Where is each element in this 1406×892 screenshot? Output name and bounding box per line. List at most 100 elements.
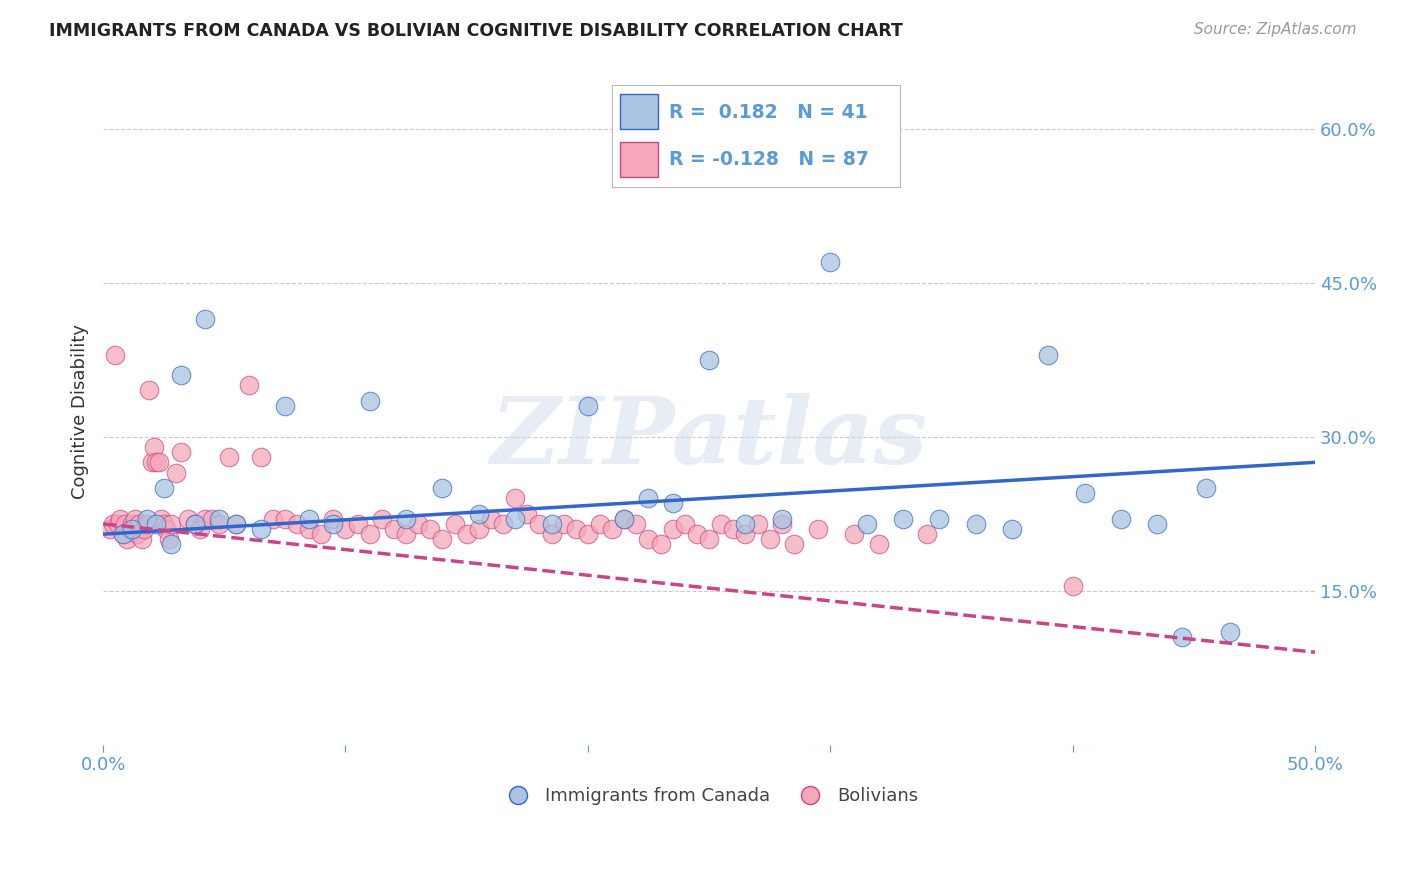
Point — [117, 533, 139, 547]
Point — [225, 516, 247, 531]
Point — [503, 512, 526, 526]
Point — [108, 512, 131, 526]
Point — [111, 527, 134, 541]
Point — [576, 527, 599, 541]
Point — [855, 516, 877, 531]
Point — [637, 491, 659, 506]
Point — [145, 455, 167, 469]
Point — [135, 516, 157, 531]
Point — [155, 522, 177, 536]
Point — [184, 516, 207, 531]
Point — [170, 445, 193, 459]
Point — [160, 516, 183, 531]
Point — [613, 512, 636, 526]
FancyBboxPatch shape — [620, 142, 658, 177]
Point — [818, 255, 841, 269]
Point — [406, 516, 429, 531]
Point — [145, 516, 167, 531]
Point — [1146, 516, 1168, 531]
Point — [540, 527, 562, 541]
Point — [1195, 481, 1218, 495]
Point — [1038, 347, 1060, 361]
Point — [249, 522, 271, 536]
Point — [177, 512, 200, 526]
Point — [371, 512, 394, 526]
Point — [395, 527, 418, 541]
Point — [125, 527, 148, 541]
Point — [148, 455, 170, 469]
Point — [395, 512, 418, 526]
Point — [249, 450, 271, 465]
Point — [661, 522, 683, 536]
Point — [468, 507, 491, 521]
Point — [285, 516, 308, 531]
Point — [138, 384, 160, 398]
Point — [589, 516, 612, 531]
Point — [915, 527, 938, 541]
Point — [134, 522, 156, 536]
Point — [432, 533, 454, 547]
Point — [697, 352, 720, 367]
Point — [626, 516, 648, 531]
Point — [359, 527, 381, 541]
Point — [540, 516, 562, 531]
Point — [143, 440, 166, 454]
Point — [298, 522, 321, 536]
Point — [359, 393, 381, 408]
Point — [710, 516, 733, 531]
Point — [322, 512, 344, 526]
Point — [650, 537, 672, 551]
Text: Source: ZipAtlas.com: Source: ZipAtlas.com — [1194, 22, 1357, 37]
Point — [479, 512, 502, 526]
Point — [150, 512, 173, 526]
Point — [723, 522, 745, 536]
Point — [382, 522, 405, 536]
Point — [194, 512, 217, 526]
Point — [101, 516, 124, 531]
Legend: Immigrants from Canada, Bolivians: Immigrants from Canada, Bolivians — [492, 780, 925, 813]
Point — [194, 311, 217, 326]
Point — [111, 527, 134, 541]
Point — [208, 516, 231, 531]
Y-axis label: Cognitive Disability: Cognitive Disability — [72, 324, 89, 499]
Point — [298, 512, 321, 526]
Point — [419, 522, 441, 536]
Point — [225, 516, 247, 531]
Point — [346, 516, 368, 531]
Point — [807, 522, 830, 536]
Point — [1001, 522, 1024, 536]
Point — [432, 481, 454, 495]
Point — [238, 378, 260, 392]
Point — [118, 522, 141, 536]
Point — [1062, 578, 1084, 592]
Point — [456, 527, 478, 541]
Point — [208, 512, 231, 526]
Point — [443, 516, 465, 531]
Point — [170, 368, 193, 383]
Point — [322, 516, 344, 531]
Point — [135, 512, 157, 526]
Point — [492, 516, 515, 531]
Point — [141, 455, 163, 469]
Point — [529, 516, 551, 531]
Point — [114, 516, 136, 531]
Point — [184, 516, 207, 531]
Text: R = -0.128   N = 87: R = -0.128 N = 87 — [669, 150, 869, 169]
Point — [100, 522, 122, 536]
Point — [734, 516, 756, 531]
Point — [637, 533, 659, 547]
Point — [770, 516, 793, 531]
Point — [770, 512, 793, 526]
Point — [274, 399, 297, 413]
Point — [107, 516, 129, 531]
Point — [152, 481, 174, 495]
Point — [783, 537, 806, 551]
Point — [564, 522, 586, 536]
Point — [121, 522, 143, 536]
Point — [747, 516, 769, 531]
Text: ZIPatlas: ZIPatlas — [491, 392, 928, 483]
Point — [1219, 624, 1241, 639]
Point — [758, 533, 780, 547]
Point — [104, 347, 127, 361]
Point — [121, 516, 143, 531]
